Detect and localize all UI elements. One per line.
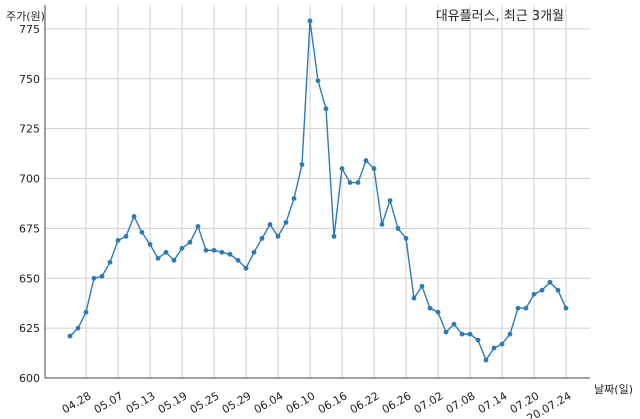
data-point	[91, 275, 97, 281]
x-tick-label: 07.14	[476, 389, 510, 416]
data-point	[331, 233, 337, 239]
data-point	[315, 78, 321, 84]
data-point	[139, 229, 145, 235]
data-point	[515, 305, 521, 311]
data-point	[395, 226, 401, 231]
x-tick-label: 05.25	[188, 389, 222, 416]
data-point	[147, 241, 153, 247]
data-point	[555, 287, 561, 293]
y-tick-label: 675	[19, 222, 40, 235]
data-point	[459, 331, 465, 337]
data-point	[275, 233, 281, 239]
data-point	[403, 235, 409, 241]
data-point	[107, 259, 113, 265]
chart-title: 대유플러스, 최근 3개월	[435, 9, 564, 24]
y-tick-label: 700	[19, 173, 40, 186]
y-tick-label: 625	[19, 322, 40, 335]
data-point	[203, 247, 209, 253]
data-point	[387, 198, 393, 203]
data-point	[307, 18, 313, 24]
data-point	[155, 255, 161, 261]
data-point	[195, 224, 201, 229]
data-point	[163, 249, 169, 255]
data-point	[99, 273, 105, 279]
data-point	[339, 166, 345, 171]
x-tick-label: 06.22	[348, 389, 382, 416]
series-line	[69, 20, 567, 361]
data-point	[419, 283, 425, 289]
data-point	[211, 247, 217, 253]
data-point	[267, 222, 273, 227]
data-point	[523, 305, 529, 311]
x-tick-label: 05.07	[92, 389, 126, 416]
data-point	[363, 158, 369, 163]
data-point	[539, 287, 545, 293]
y-tick-label: 750	[19, 73, 40, 86]
data-point	[379, 222, 385, 227]
x-tick-label: 06.04	[252, 389, 286, 416]
data-point	[483, 357, 489, 363]
x-tick-label: 05.19	[156, 389, 190, 416]
data-point	[507, 331, 513, 337]
x-tick-label: 05.13	[124, 389, 158, 416]
series-layer	[67, 18, 569, 363]
x-tick-label: 06.16	[316, 389, 350, 416]
y-tick-label: 775	[19, 23, 40, 36]
data-point	[499, 341, 505, 347]
y-tick-label: 600	[19, 372, 40, 385]
x-axis-label: 날짜(일)	[594, 383, 633, 396]
x-tick-label: 06.26	[380, 389, 414, 416]
data-point	[259, 235, 265, 241]
data-point	[371, 166, 377, 171]
data-point	[467, 331, 473, 337]
data-point	[355, 180, 361, 185]
x-tick-label: 05.29	[220, 389, 254, 416]
data-point	[475, 337, 481, 343]
axes	[44, 5, 590, 379]
x-tick-label: 04.28	[60, 389, 94, 416]
data-point	[251, 249, 257, 255]
data-point	[531, 291, 537, 297]
data-point	[131, 214, 137, 219]
data-point	[179, 245, 185, 251]
data-point	[451, 321, 457, 327]
data-point	[347, 180, 353, 185]
data-point	[235, 257, 241, 263]
x-tick-label: 07.08	[444, 389, 478, 416]
x-tick-label: 07.02	[412, 389, 446, 416]
y-tick-labels: 600 625 650 675 700 725 750 775	[19, 23, 40, 385]
data-point	[435, 309, 441, 315]
data-point	[171, 257, 177, 263]
x-tick-labels: 04.2805.0705.1305.1905.2505.2906.0406.10…	[60, 389, 574, 419]
data-point	[123, 233, 129, 239]
data-point	[283, 220, 289, 225]
data-point	[187, 239, 193, 245]
data-point	[227, 251, 233, 257]
data-point	[491, 345, 497, 351]
data-point	[219, 249, 225, 255]
grid	[45, 5, 590, 379]
data-point	[443, 329, 449, 335]
y-tick-label: 650	[19, 272, 40, 285]
data-point	[547, 279, 553, 285]
data-point	[299, 162, 305, 167]
data-point	[243, 265, 249, 271]
data-point	[563, 305, 569, 311]
y-tick-label: 725	[19, 123, 40, 136]
data-point	[67, 333, 73, 339]
data-point	[291, 196, 297, 201]
data-point	[411, 295, 417, 301]
data-point	[83, 309, 89, 315]
y-axis-label: 주가(원)	[6, 10, 45, 23]
data-point	[75, 325, 81, 331]
data-point	[427, 305, 433, 311]
x-tick-label: 06.10	[284, 389, 318, 416]
data-point	[323, 106, 329, 112]
data-point	[115, 237, 121, 243]
